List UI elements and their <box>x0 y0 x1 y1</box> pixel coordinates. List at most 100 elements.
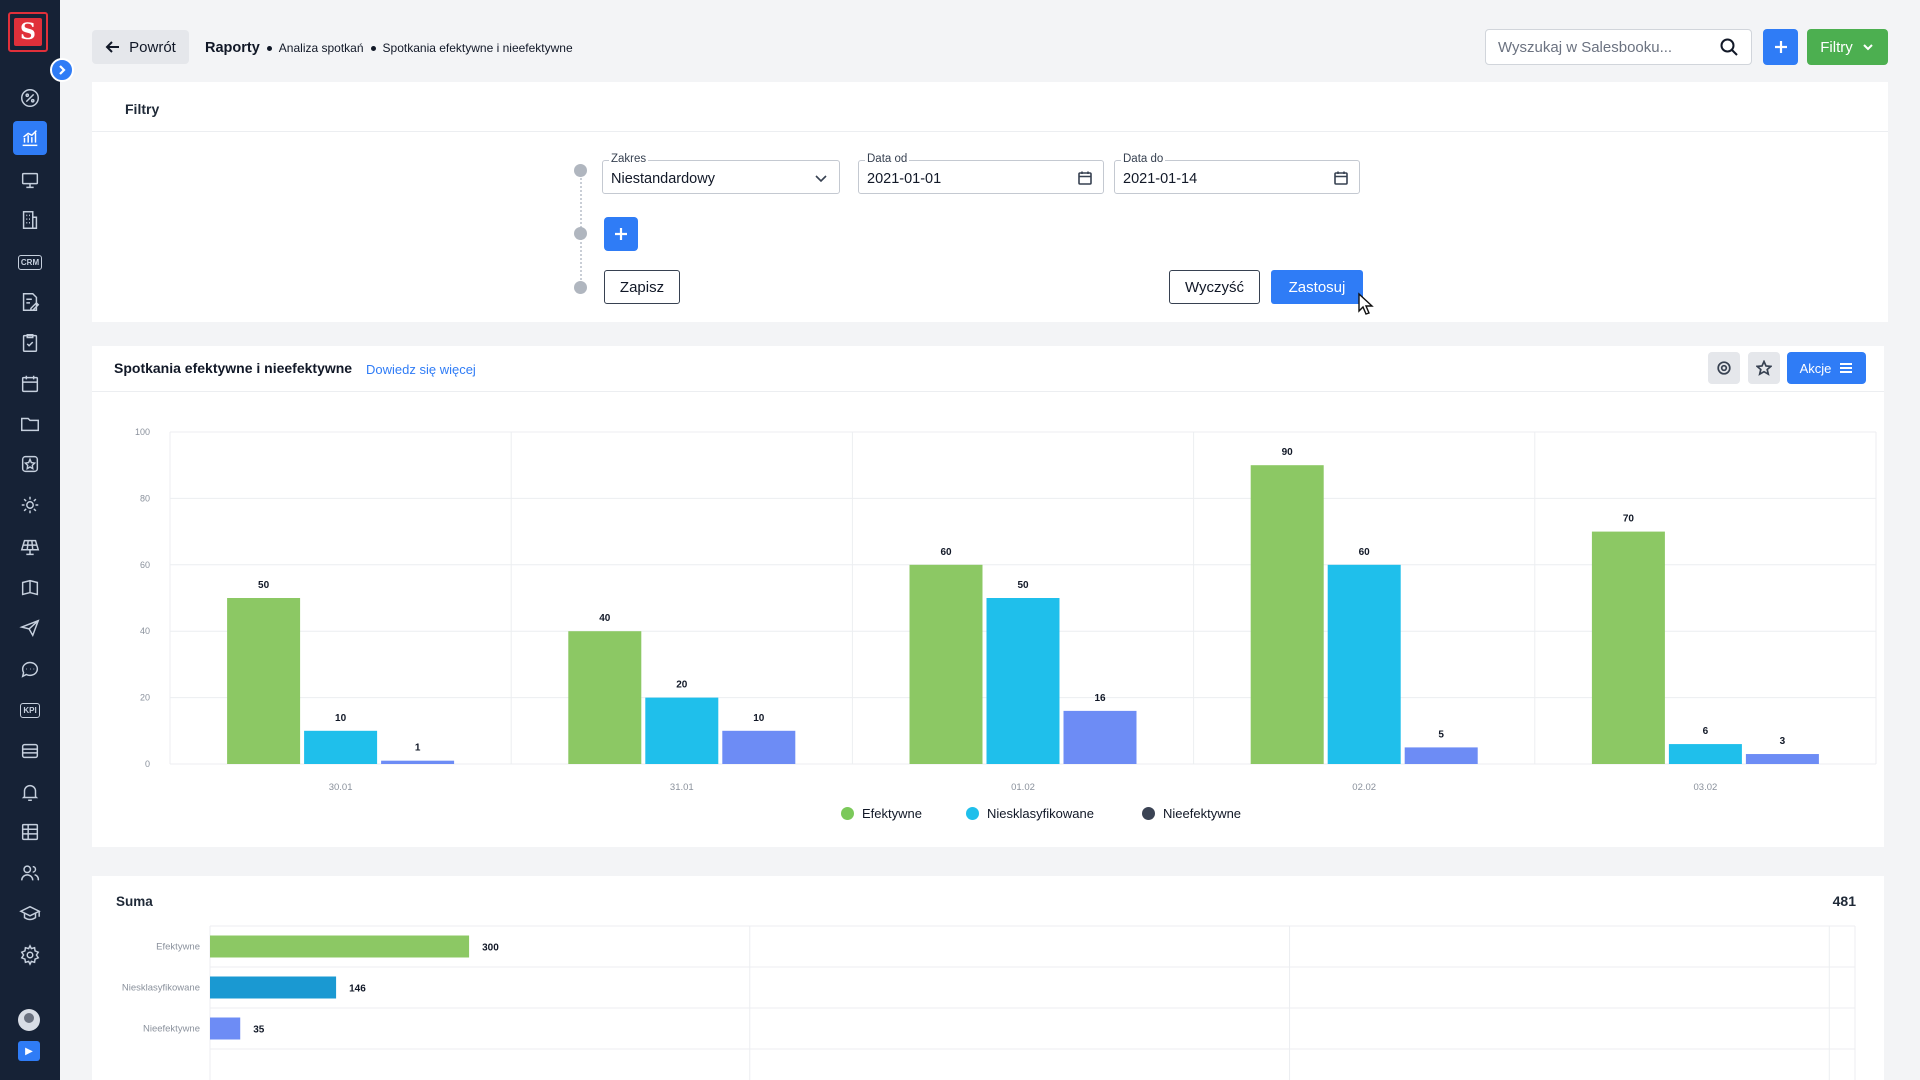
crm-icon[interactable]: CRM <box>13 245 47 279</box>
apply-button[interactable]: Zastosuj <box>1271 270 1363 304</box>
learn-more-link[interactable]: Dowiedz się więcej <box>366 362 476 377</box>
back-button[interactable]: Powrót <box>92 30 189 64</box>
percent-icon[interactable] <box>13 81 47 115</box>
bar-data-label: 16 <box>1094 693 1106 704</box>
bar <box>210 935 470 958</box>
y-tick-label: 60 <box>140 560 150 570</box>
bar-data-label: 40 <box>599 613 611 624</box>
chevron-down-icon <box>1863 44 1873 51</box>
y-tick-label: 100 <box>135 427 150 437</box>
actions-button[interactable]: Akcje <box>1787 352 1866 384</box>
calendar-icon[interactable] <box>1333 170 1349 186</box>
book-icon[interactable] <box>13 571 47 605</box>
add-button[interactable] <box>1763 29 1798 65</box>
solar-panel-icon[interactable] <box>13 530 47 564</box>
add-filter-button[interactable] <box>604 217 638 251</box>
filters-toggle-label: Filtry <box>1820 38 1853 56</box>
save-button[interactable]: Zapisz <box>604 270 680 304</box>
kpi-icon[interactable]: KPI <box>13 693 47 727</box>
calendar-icon[interactable] <box>13 367 47 401</box>
bar <box>986 598 1060 764</box>
bar <box>722 730 796 764</box>
breadcrumb-meeting-analysis[interactable]: Analiza spotkań <box>278 41 364 55</box>
sum-bar-chart: Efektywne 300 Niesklasyfikowane 146 Nieefekt… <box>122 925 1856 1080</box>
breadcrumb-current: Spotkania efektywne i nieefektywne <box>382 41 573 55</box>
graduation-cap-icon[interactable] <box>13 897 47 931</box>
bar <box>1668 744 1742 764</box>
star-badge-icon[interactable] <box>13 447 47 481</box>
table-grid-icon[interactable] <box>13 815 47 849</box>
y-tick-label: Niesklasyfikowane <box>122 983 200 994</box>
range-select[interactable]: Zakres Niestandardowy <box>602 153 840 194</box>
bar <box>1327 564 1401 764</box>
sum-title: Suma <box>116 894 153 909</box>
chat-icon[interactable] <box>13 652 47 686</box>
cards-icon[interactable] <box>13 734 47 768</box>
search-input[interactable] <box>1498 38 1719 56</box>
reports-chart-icon[interactable] <box>13 121 47 155</box>
notes-edit-icon[interactable] <box>13 285 47 319</box>
search-box <box>1485 29 1752 65</box>
date-to-label: Data do <box>1121 153 1166 165</box>
bar-data-label: 146 <box>349 984 366 995</box>
play-icon[interactable]: ▶ <box>18 1041 40 1061</box>
bar <box>1063 710 1137 764</box>
users-icon[interactable] <box>13 856 47 890</box>
bell-icon[interactable] <box>13 775 47 809</box>
search-icon[interactable] <box>1719 37 1739 57</box>
range-label: Zakres <box>609 153 649 165</box>
bar <box>568 631 642 764</box>
plus-icon <box>615 228 627 240</box>
legend-label: Efektywne <box>862 806 922 821</box>
date-to-value: 2021-01-14 <box>1123 171 1198 187</box>
sidebar: S CRM KPI ▶ <box>0 0 60 1080</box>
range-value: Niestandardowy <box>611 171 715 187</box>
bar-data-label: 10 <box>335 713 347 724</box>
clear-button[interactable]: Wyczyść <box>1169 270 1260 304</box>
user-avatar[interactable] <box>18 1009 40 1031</box>
legend-label: Niesklasyfikowane <box>987 806 1094 821</box>
bar-data-label: 10 <box>753 713 765 724</box>
settings-gear-icon[interactable] <box>13 938 47 972</box>
legend-label: Nieefektywne <box>1163 806 1242 821</box>
date-from-field[interactable]: Data od 2021-01-01 <box>858 153 1104 194</box>
y-tick-label: 20 <box>140 693 150 703</box>
breadcrumb: Raporty Analiza spotkań Spotkania efekty… <box>205 40 573 56</box>
legend-swatch <box>1142 807 1155 820</box>
y-tick-label: Nieefektywne <box>143 1024 200 1035</box>
clipboard-check-icon[interactable] <box>13 326 47 360</box>
date-to-field[interactable]: Data do 2021-01-14 <box>1114 153 1360 194</box>
legend-item[interactable]: Nieefektywne <box>1142 806 1241 821</box>
bar-data-label: 60 <box>940 547 952 558</box>
bar <box>909 564 983 764</box>
bar <box>645 697 719 764</box>
bar <box>1404 747 1478 764</box>
arrow-left-icon <box>105 41 120 53</box>
monitor-icon[interactable] <box>13 163 47 197</box>
bar-data-label: 50 <box>1017 580 1029 591</box>
filters-toggle-button[interactable]: Filtry <box>1807 29 1888 65</box>
chart-settings-button[interactable] <box>1708 352 1740 384</box>
bar-data-label: 20 <box>676 680 688 691</box>
y-tick-label: 80 <box>140 493 150 503</box>
folder-icon[interactable] <box>13 407 47 441</box>
plus-icon <box>1774 41 1787 53</box>
bar-data-label: 90 <box>1282 447 1294 458</box>
sum-total: 481 <box>1832 893 1856 909</box>
y-tick-label: 0 <box>145 759 150 769</box>
calendar-icon[interactable] <box>1077 170 1093 186</box>
legend-swatch <box>966 807 979 820</box>
building-icon[interactable] <box>13 203 47 237</box>
send-icon[interactable] <box>13 611 47 645</box>
sum-panel: Suma 481 Efektywne 300 Niesklasyfikowane 14… <box>92 876 1884 1080</box>
star-icon <box>1756 360 1772 376</box>
legend-item[interactable]: Niesklasyfikowane <box>966 806 1094 821</box>
favorite-button[interactable] <box>1748 352 1780 384</box>
gear-person-icon[interactable] <box>13 488 47 522</box>
salesbook-logo[interactable]: S <box>8 12 48 52</box>
legend-item[interactable]: Efektywne <box>841 806 922 821</box>
bar-chart: 0 20 40 60 80 100 50 10 1 30.01 40 20 10 31.01 60 50 16 0… <box>135 427 1877 793</box>
breadcrumb-reports[interactable]: Raporty <box>205 40 260 56</box>
filters-title: Filtry <box>125 101 160 117</box>
sidebar-expand-button[interactable] <box>50 58 74 82</box>
